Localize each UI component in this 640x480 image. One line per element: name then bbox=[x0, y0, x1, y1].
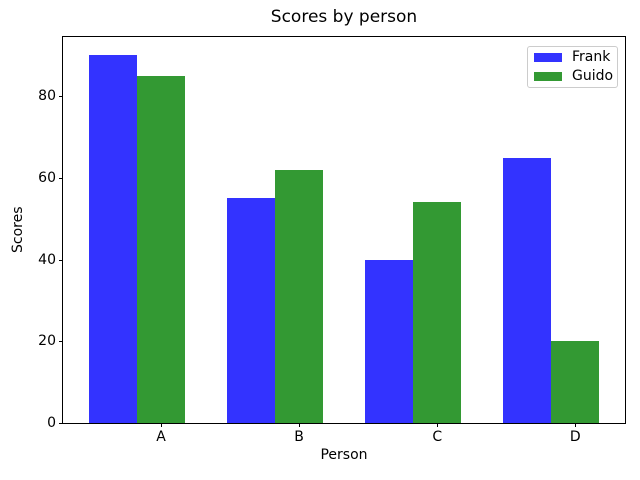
x-tick-C bbox=[437, 423, 439, 427]
x-tick-A bbox=[161, 423, 163, 427]
bar-frank-B bbox=[226, 198, 275, 423]
x-tick-label-A: A bbox=[156, 429, 166, 445]
y-tick-60 bbox=[59, 177, 63, 179]
y-tick-40 bbox=[59, 259, 63, 261]
x-tick-B bbox=[299, 423, 301, 427]
y-tick-80 bbox=[59, 96, 63, 98]
legend: Frank Guido bbox=[527, 46, 618, 88]
legend-swatch-frank bbox=[534, 53, 562, 62]
legend-label-frank: Frank bbox=[572, 49, 611, 65]
bar-frank-D bbox=[502, 157, 552, 423]
x-tick-label-C: C bbox=[432, 429, 443, 445]
y-tick-label-20: 20 bbox=[38, 333, 56, 350]
legend-item-guido: Guido bbox=[534, 68, 614, 85]
bar-guido-C bbox=[413, 202, 462, 423]
x-tick-D bbox=[575, 423, 577, 427]
legend-swatch-guido bbox=[534, 72, 562, 81]
plot-area bbox=[62, 36, 626, 424]
y-tick-label-40: 40 bbox=[38, 251, 56, 268]
bar-frank-C bbox=[364, 259, 414, 423]
bar-frank-A bbox=[88, 55, 137, 423]
x-axis-label: Person bbox=[320, 447, 368, 463]
y-tick-20 bbox=[59, 341, 63, 343]
y-tick-0 bbox=[59, 423, 63, 424]
bar-guido-A bbox=[136, 75, 186, 423]
chart-title: Scores by person bbox=[270, 7, 418, 27]
legend-item-frank: Frank bbox=[534, 49, 611, 66]
x-tick-label-D: D bbox=[569, 429, 581, 445]
legend-label-guido: Guido bbox=[572, 68, 614, 84]
y-tick-label-60: 60 bbox=[38, 169, 56, 186]
y-tick-label-0: 0 bbox=[47, 415, 56, 431]
bar-guido-D bbox=[551, 341, 600, 423]
bar-guido-B bbox=[274, 169, 324, 423]
y-tick-label-80: 80 bbox=[38, 88, 56, 105]
x-tick-label-B: B bbox=[294, 429, 304, 445]
